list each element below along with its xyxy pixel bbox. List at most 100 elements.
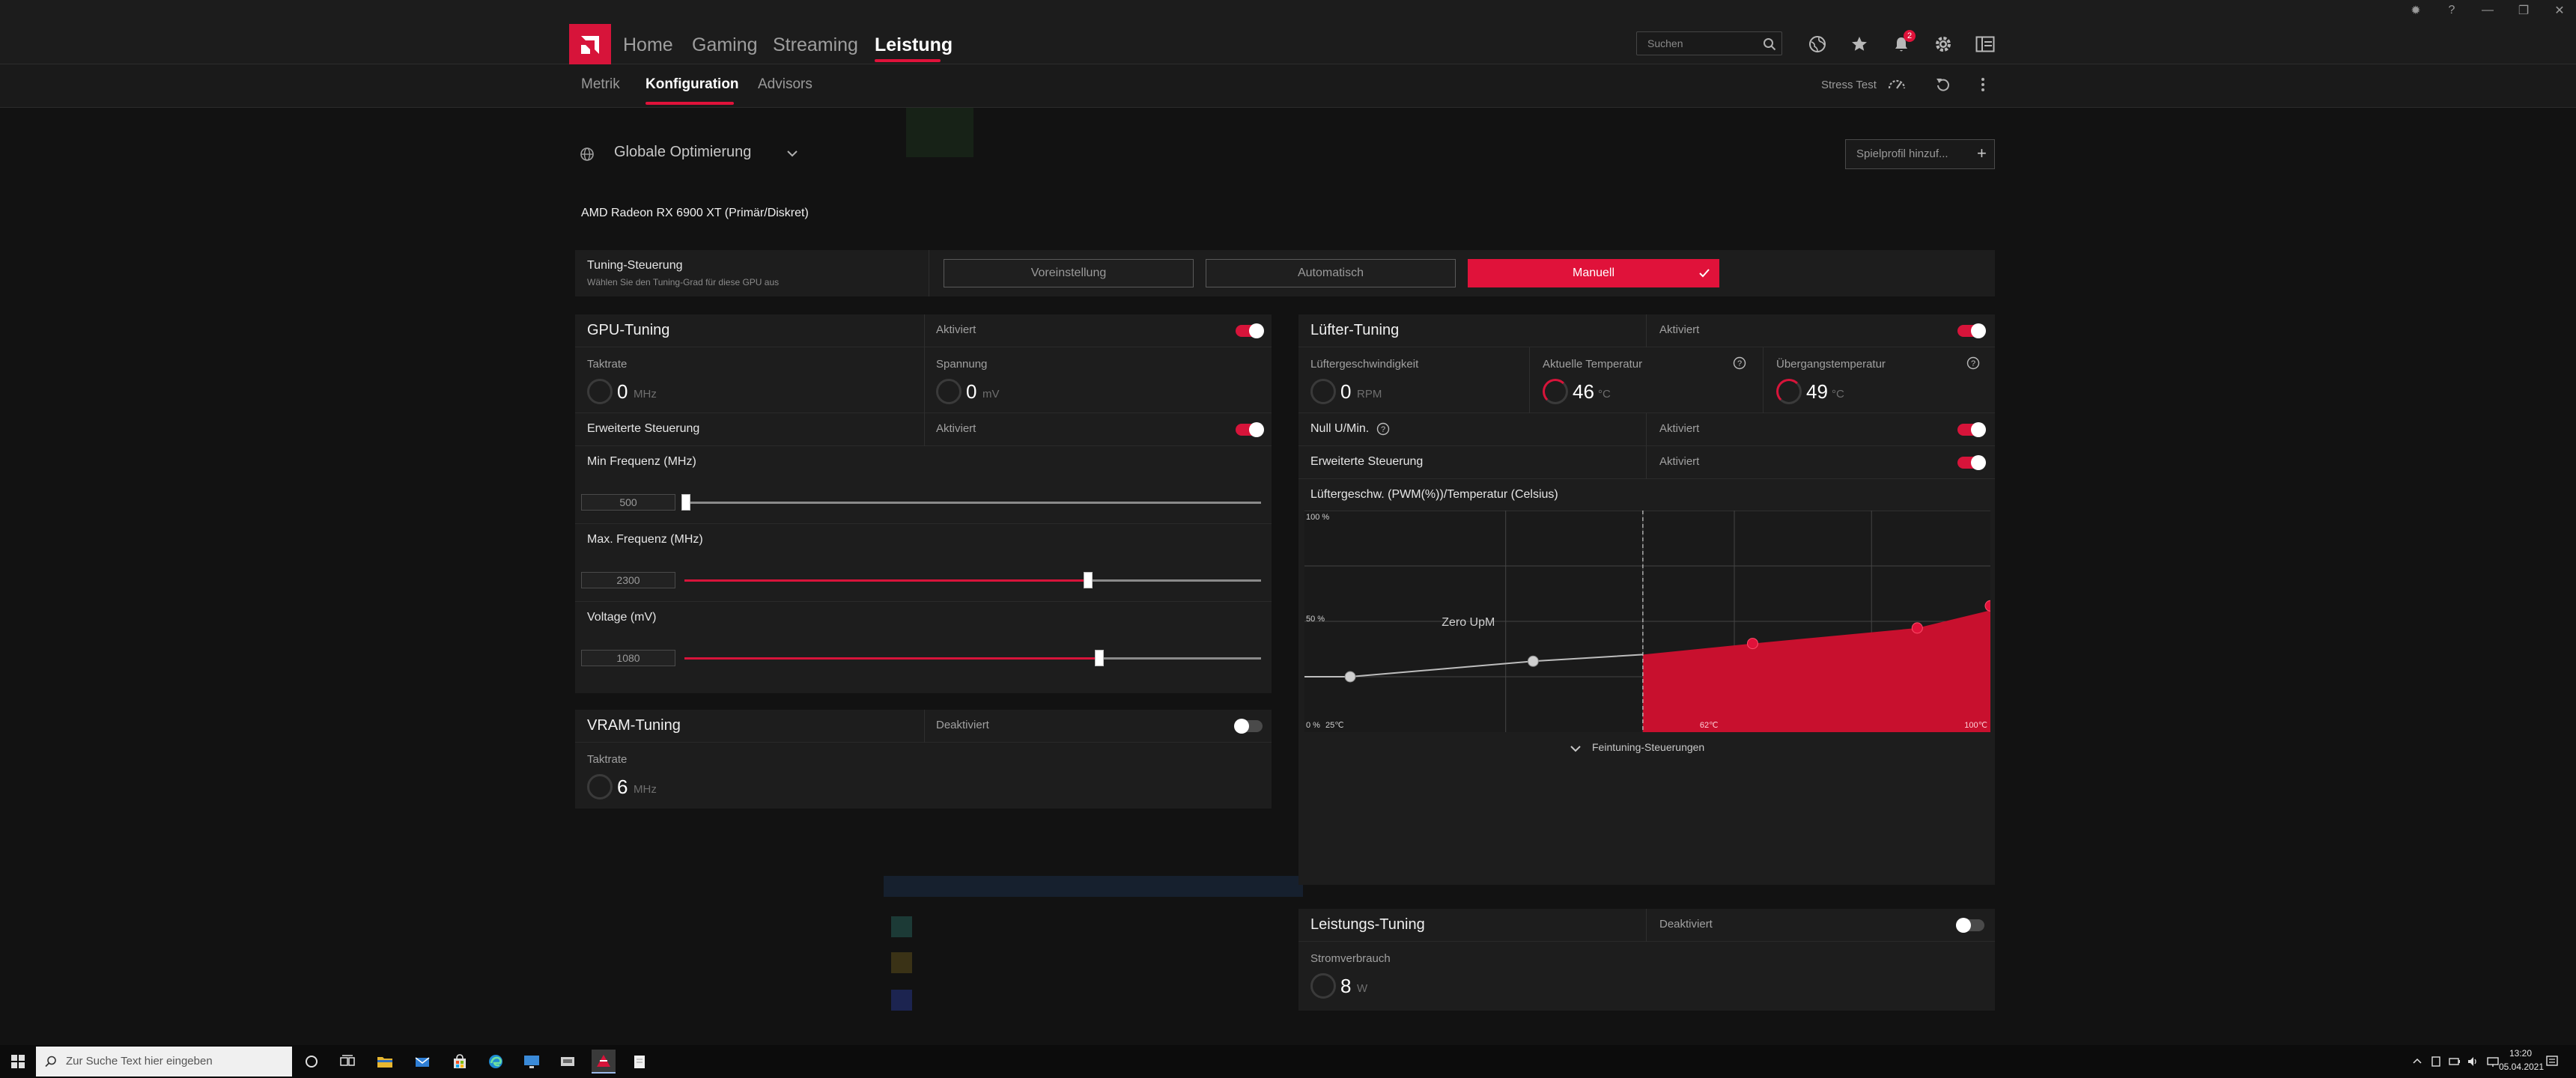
min-frequency-track[interactable]	[684, 502, 1261, 504]
voltage-input[interactable]: 1080	[581, 650, 675, 666]
search-placeholder: Suchen	[1647, 37, 1683, 49]
volume-icon[interactable]	[2467, 1056, 2479, 1068]
network-icon[interactable]	[2486, 1056, 2500, 1068]
add-game-profile-button[interactable]: Spielprofil hinzuf... +	[1845, 139, 1995, 169]
advanced-control-toggle[interactable]	[1236, 422, 1264, 437]
manual-button[interactable]: Manuell	[1468, 259, 1719, 287]
nav-streaming[interactable]: Streaming	[773, 34, 858, 55]
subnav-active-underline	[645, 102, 734, 105]
taskbar-time[interactable]: 13:20	[2509, 1048, 2533, 1059]
min-frequency-thumb[interactable]	[681, 494, 690, 511]
manual-button-label: Manuell	[1572, 267, 1615, 279]
stress-test-label[interactable]: Stress Test	[1821, 79, 1877, 91]
fan-curve-point	[1344, 671, 1356, 683]
task-view-icon[interactable]	[335, 1050, 359, 1074]
svg-text:?: ?	[1381, 425, 1385, 434]
windows-start-icon[interactable]	[6, 1050, 30, 1074]
star-icon[interactable]	[1847, 31, 1872, 57]
fan-curve-point	[1984, 600, 1990, 612]
automatic-button[interactable]: Automatisch	[1206, 259, 1456, 287]
fan-curve-chart[interactable]: Zero UpM 100 % 50 % 0 % 25℃ 62℃ 100℃	[1304, 511, 1990, 732]
profile-selector[interactable]: Globale Optimierung	[614, 144, 752, 160]
max-frequency-input[interactable]: 2300	[581, 572, 675, 588]
info-icon[interactable]: ?	[1733, 356, 1746, 370]
cortana-icon[interactable]	[300, 1050, 323, 1074]
notepad-icon[interactable]	[628, 1050, 651, 1074]
advanced-control-status: Aktiviert	[936, 422, 976, 435]
chevron-down-icon[interactable]	[786, 149, 798, 158]
min-frequency-input[interactable]: 500	[581, 494, 675, 511]
store-icon[interactable]	[448, 1050, 472, 1074]
info-icon[interactable]: ?	[1966, 356, 1980, 370]
taskbar-search-placeholder: Zur Suche Text hier eingeben	[66, 1055, 213, 1068]
nav-gaming[interactable]: Gaming	[692, 34, 758, 55]
tab-metrik[interactable]: Metrik	[581, 76, 620, 92]
nav-leistung[interactable]: Leistung	[875, 34, 953, 55]
vram-tuning-toggle[interactable]	[1234, 719, 1263, 734]
fan-advanced-toggle[interactable]	[1957, 455, 1986, 470]
zero-rpm-label: Null U/Min.	[1310, 422, 1370, 435]
max-frequency-thumb[interactable]	[1084, 572, 1093, 588]
taskbar-date[interactable]: 05.04.2021	[2498, 1062, 2545, 1072]
amd-software-taskbar-icon[interactable]	[592, 1050, 616, 1074]
gpu-tuning-toggle[interactable]	[1236, 323, 1264, 338]
fan-tuning-status: Aktiviert	[1659, 323, 1700, 336]
toggle-knob	[1249, 323, 1264, 338]
gpu-name: AMD Radeon RX 6900 XT (Primär/Diskret)	[581, 207, 809, 219]
edge-browser-icon[interactable]	[484, 1050, 508, 1074]
notification-center-icon[interactable]	[2545, 1054, 2560, 1069]
bell-icon[interactable]: 2	[1889, 30, 1916, 57]
divider	[924, 314, 925, 347]
remote-desktop-icon[interactable]	[520, 1050, 544, 1074]
tab-konfiguration[interactable]: Konfiguration	[645, 76, 739, 92]
tab-advisors[interactable]: Advisors	[758, 76, 812, 92]
network-drive-icon[interactable]	[2431, 1056, 2441, 1068]
battery-icon[interactable]	[2449, 1056, 2461, 1068]
nav-home[interactable]: Home	[623, 34, 673, 55]
fan-speed-gauge	[1310, 379, 1336, 404]
power-tuning-panel: Leistungs-Tuning Deaktiviert Stromverbra…	[1298, 909, 1995, 1011]
power-gauge	[1310, 973, 1336, 999]
info-icon[interactable]: ?	[1376, 422, 1390, 436]
restore-icon[interactable]: ❐	[2518, 4, 2530, 17]
preset-button[interactable]: Voreinstellung	[944, 259, 1194, 287]
max-frequency-fill	[684, 579, 1088, 582]
taskbar-search-input[interactable]: Zur Suche Text hier eingeben	[36, 1047, 292, 1077]
divider	[1646, 413, 1647, 446]
zero-rpm-toggle[interactable]	[1957, 422, 1986, 437]
search-input[interactable]: Suchen	[1636, 31, 1782, 55]
svg-text:?: ?	[1737, 359, 1742, 368]
chevron-up-icon[interactable]	[2413, 1057, 2422, 1065]
minimize-icon[interactable]: —	[2482, 4, 2494, 16]
chevron-down-icon[interactable]	[1570, 744, 1582, 753]
power-value: 8	[1340, 975, 1352, 997]
amd-logo[interactable]	[569, 24, 611, 66]
toggle-knob	[1971, 323, 1986, 338]
more-options-icon[interactable]	[1980, 76, 1986, 93]
tuning-control-sublabel: Wählen Sie den Tuning-Grad für diese GPU…	[587, 277, 780, 287]
bug-report-icon[interactable]: ✹	[2411, 4, 2421, 17]
fan-tuning-toggle[interactable]	[1957, 323, 1986, 338]
help-icon[interactable]: ?	[2448, 4, 2455, 16]
zero-rpm-status: Aktiviert	[1659, 422, 1700, 435]
reset-icon[interactable]	[1935, 76, 1951, 93]
chart-x-tick-label: 100℃	[1964, 721, 1987, 730]
voltage-thumb[interactable]	[1095, 650, 1105, 666]
fan-curve-point	[1746, 638, 1758, 650]
power-tuning-toggle[interactable]	[1956, 918, 1984, 933]
mail-icon[interactable]	[410, 1050, 434, 1074]
checkmark-icon	[1699, 269, 1710, 278]
advanced-control-label: Erweiterte Steuerung	[587, 422, 700, 435]
file-explorer-icon[interactable]	[373, 1050, 397, 1074]
fine-tuning-label[interactable]: Feintuning-Steuerungen	[1592, 741, 1705, 753]
voltage-fill	[684, 657, 1100, 660]
scanner-app-icon[interactable]	[556, 1050, 580, 1074]
globe-icon[interactable]	[1805, 31, 1830, 57]
close-icon[interactable]: ✕	[2554, 4, 2565, 17]
layout-icon[interactable]	[1972, 31, 1998, 57]
voltage-label: Spannung	[936, 358, 988, 371]
gear-icon[interactable]	[1931, 31, 1956, 57]
content-area: Globale Optimierung Spielprofil hinzuf..…	[0, 108, 2576, 1045]
divider	[1646, 909, 1647, 942]
speedometer-icon[interactable]	[1887, 76, 1907, 91]
